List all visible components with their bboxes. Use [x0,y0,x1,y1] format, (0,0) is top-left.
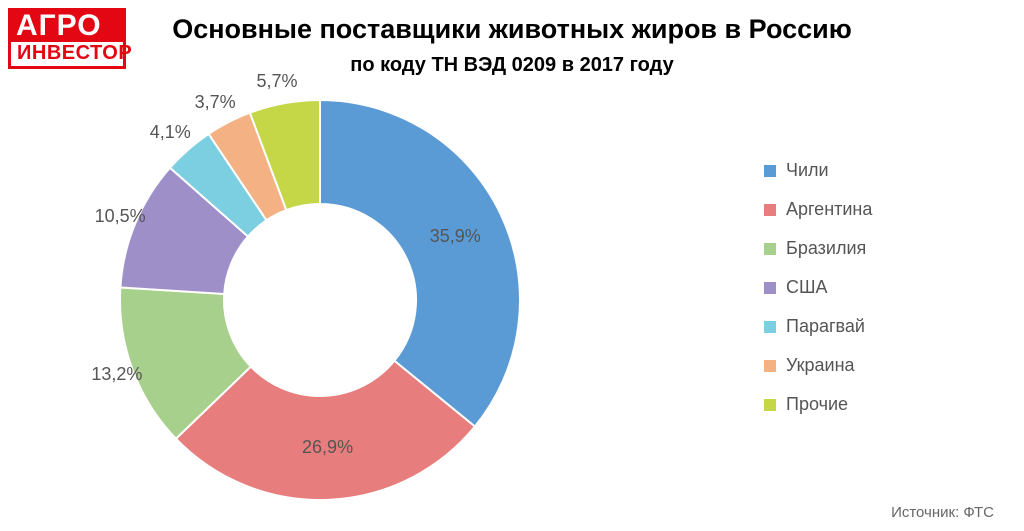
legend-swatch [764,204,776,216]
legend-label: Украина [786,355,855,376]
chart-source: Источник: ФТС [891,504,994,521]
legend-swatch [764,243,776,255]
legend-swatch [764,399,776,411]
legend-swatch [764,282,776,294]
slice-label: 10,5% [95,206,146,227]
legend-swatch [764,321,776,333]
chart-legend: Чили Аргентина Бразилия США Парагвай Украина П… [764,160,964,433]
legend-item: США [764,277,964,298]
legend-item: Украина [764,355,964,376]
legend-item: Прочие [764,394,964,415]
slice-label: 4,1% [150,122,191,143]
legend-label: Парагвай [786,316,865,337]
legend-swatch [764,165,776,177]
legend-label: Аргентина [786,199,872,220]
slice-label: 5,7% [256,71,297,92]
slice-label: 13,2% [91,364,142,385]
legend-swatch [764,360,776,372]
slice-label: 35,9% [430,226,481,247]
slice-label: 3,7% [195,92,236,113]
legend-item: Аргентина [764,199,964,220]
legend-item: Бразилия [764,238,964,259]
chart-subtitle: по коду ТН ВЭД 0209 в 2017 году [0,54,1024,77]
donut-slice [320,100,520,427]
legend-label: США [786,277,828,298]
chart-title: Основные поставщики животных жиров в Рос… [0,14,1024,45]
slice-label: 26,9% [302,437,353,458]
legend-label: Прочие [786,394,848,415]
legend-label: Чили [786,160,829,181]
donut-chart: 35,9%26,9%13,2%10,5%4,1%3,7%5,7% [110,90,530,510]
legend-item: Чили [764,160,964,181]
legend-item: Парагвай [764,316,964,337]
legend-label: Бразилия [786,238,866,259]
